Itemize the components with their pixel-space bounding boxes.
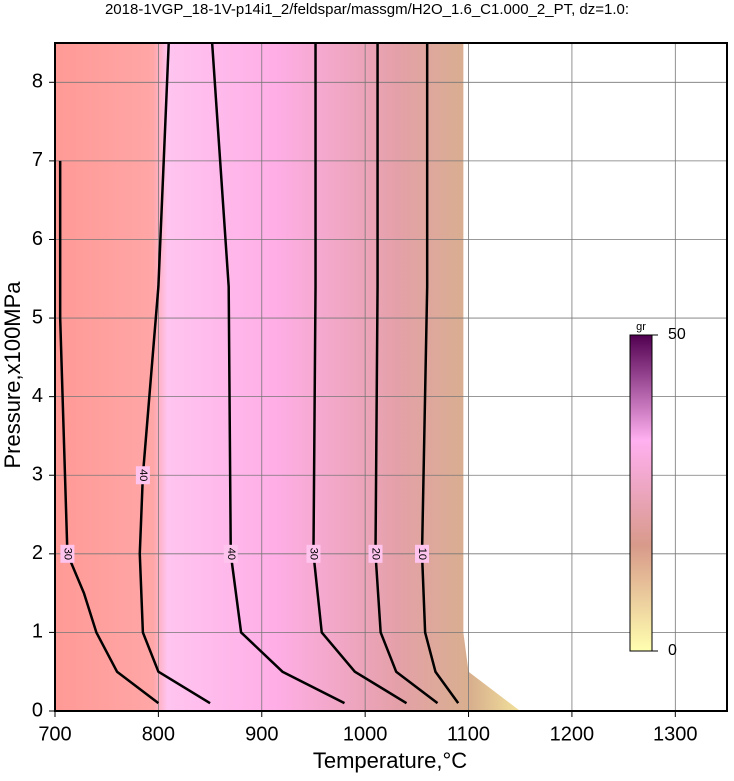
contour-label-bg	[368, 544, 383, 563]
contour-label: 40	[137, 469, 149, 481]
field-shading	[55, 43, 521, 711]
contour-label: 30	[61, 548, 73, 560]
contour-label: 40	[225, 548, 237, 560]
x-tick-label: 1300	[653, 723, 698, 745]
y-tick-label: 2	[32, 542, 43, 564]
contour-label-bg	[415, 544, 430, 563]
x-tick-label: 1100	[447, 723, 490, 745]
contour-line	[210, 42, 346, 705]
x-axis-label: Temperature,°C	[313, 748, 467, 773]
y-tick-label: 6	[32, 228, 43, 250]
x-tick-label: 800	[142, 723, 175, 745]
plot-frame	[54, 42, 728, 712]
colorbar-tick-label: 0	[668, 642, 677, 659]
contour-line	[420, 43, 460, 704]
colorbar-tick-label: 50	[668, 326, 686, 343]
contour-label-bg	[223, 544, 238, 563]
contour-label: 20	[370, 548, 382, 560]
y-tick-label: 8	[32, 71, 43, 93]
y-tick-label: 5	[32, 306, 43, 328]
contour-label-group: 30	[306, 544, 321, 563]
x-tick-label: 1200	[550, 723, 595, 745]
contour-label-group: 30	[60, 544, 75, 563]
contour-line	[138, 42, 211, 705]
contour-label-bg	[306, 544, 321, 563]
contour-line	[374, 43, 439, 705]
contour-label-group: 20	[368, 544, 383, 563]
chart-title: 2018-1VGP_18-1V-p14i1_2/feldspar/massgm/…	[105, 1, 629, 18]
contour-label: 10	[416, 548, 428, 560]
colorbar-label: gr	[636, 321, 646, 333]
contour-line	[312, 43, 408, 705]
x-tick-label: 1000	[343, 723, 388, 745]
contour-line	[58, 160, 160, 705]
contour-label-bg	[60, 544, 75, 563]
y-tick-label: 4	[32, 385, 43, 407]
contour-label-group: 40	[223, 544, 238, 563]
y-tick-label: 7	[32, 149, 43, 171]
colorbar	[629, 334, 653, 652]
contour-label: 30	[308, 548, 320, 560]
x-tick-label: 900	[245, 723, 278, 745]
y-tick-label: 0	[32, 699, 43, 721]
y-tick-label: 1	[32, 621, 43, 643]
contour-label-group: 10	[415, 544, 430, 563]
y-tick-label: 3	[32, 464, 43, 486]
x-tick-label: 700	[38, 723, 71, 745]
y-axis-label: Pressure,x100MPa	[0, 281, 25, 469]
contour-label-group: 40	[135, 466, 150, 485]
contour-label-bg	[135, 466, 150, 485]
